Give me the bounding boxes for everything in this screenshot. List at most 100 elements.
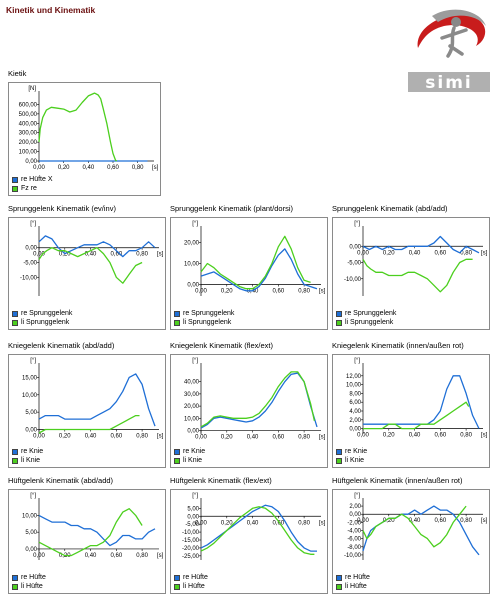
chart-plot: [°]-10,00-8,00-6,00-4,00-2,000,002,000,0… <box>344 493 488 560</box>
x-tick-label: 0,20 <box>221 520 233 526</box>
x-unit-label: [s] <box>319 289 326 295</box>
chart-plot: [°] 0,00 10,00 20,00 0,00 0,20 0,40 0,60 0,80 [s] <box>184 221 326 296</box>
chart-box: [°] -10,00 -5,00 0,00 0,00 0,20 0,40 0,60 0,80 [s… <box>8 217 166 330</box>
y-unit-label: [°] <box>354 493 360 499</box>
x-tick-label: 0,00 <box>33 553 45 559</box>
x-tick-label: 0,20 <box>59 434 71 440</box>
legend-label: li Sprunggelenk <box>345 319 394 326</box>
chart-panel-sprung-plant: Sprunggelenk Kinematik (plant/dorsi) [°] 0… <box>170 204 328 330</box>
y-tick-label: 20,00 <box>184 241 200 247</box>
x-tick-label: 0,40 <box>247 289 259 295</box>
legend-swatch <box>336 574 342 581</box>
legend-swatch <box>336 583 342 590</box>
x-tick-label: 0,00 <box>357 250 369 256</box>
chart-title: Hüftgelenk Kinematik (abd/add) <box>8 476 114 485</box>
x-tick-label: 0,40 <box>247 520 259 526</box>
y-tick-label: -10,00 <box>344 553 362 559</box>
x-tick-label: 0,40 <box>409 250 421 256</box>
y-unit-label: [°] <box>192 493 198 499</box>
y-tick-label: 30,00 <box>184 392 200 398</box>
legend-label: re Sprunggelenk <box>183 310 235 317</box>
legend-label: li Hüfte <box>345 583 367 590</box>
chart-legend: re Sprunggelenk li Sprunggelenk <box>336 309 396 327</box>
x-tick-label: 0,80 <box>298 435 310 441</box>
legend-swatch <box>174 310 180 317</box>
x-tick-label: 0,40 <box>247 435 259 441</box>
series-line-re <box>362 235 480 254</box>
chart-legend: re Sprunggelenk li Sprunggelenk <box>174 309 234 327</box>
y-tick-label: 0,00 <box>25 428 37 434</box>
chart-panel-huefte-rot: Hüftgelenk Kinematik (innen/außen rot) [°… <box>332 476 490 594</box>
chart-box: [°] 0,00 5,00 10,00 0,00 0,20 0,40 0,60 0,80 [s] r… <box>8 489 166 594</box>
legend-label: li Sprunggelenk <box>183 319 232 326</box>
legend-label: re Hüfte X <box>21 176 53 183</box>
y-tick-label: -20,00 <box>182 546 200 552</box>
legend-item: re Sprunggelenk <box>12 309 72 318</box>
legend-swatch <box>12 176 18 183</box>
chart-title: Kniegelenk Kinematik (abd/add) <box>8 341 115 350</box>
series-line-re <box>363 375 480 429</box>
y-tick-label: 6,00 <box>349 400 361 406</box>
legend-item: re Hüfte X <box>12 175 53 184</box>
legend-swatch <box>336 310 342 317</box>
y-tick-label: 100,00 <box>19 150 38 156</box>
y-tick-label: 10,00 <box>346 383 362 389</box>
chart-legend: re Knie li Knie <box>174 447 205 465</box>
x-tick-label: 0,60 <box>272 520 284 526</box>
series-line-re <box>38 373 156 427</box>
chart-legend: re Hüfte li Hüfte <box>336 573 370 591</box>
y-tick-label: -25,00 <box>182 554 200 560</box>
legend-item: li Hüfte <box>174 582 208 591</box>
y-tick-label: 0,00 <box>349 512 361 518</box>
series-line-re <box>362 505 480 556</box>
x-tick-label: 0,60 <box>272 289 284 295</box>
page-title: Kinetik und Kinematik <box>6 5 96 15</box>
y-tick-label: -10,00 <box>182 530 200 536</box>
legend-item: li Sprunggelenk <box>174 318 234 327</box>
y-tick-label: 20,00 <box>184 404 200 410</box>
chart-panel-huefte-abd: Hüftgelenk Kinematik (abd/add) [°] 0,00 5,0… <box>8 476 166 594</box>
y-tick-label: 12,00 <box>346 374 362 380</box>
x-tick-label: 0,60 <box>110 553 122 559</box>
x-tick-label: 0,80 <box>460 433 472 439</box>
legend-swatch <box>12 319 18 326</box>
y-tick-label: -2,00 <box>347 520 361 526</box>
x-tick-label: 0,80 <box>298 520 310 526</box>
legend-swatch <box>336 457 342 464</box>
legend-item: li Hüfte <box>12 582 46 591</box>
y-tick-label: 0,00 <box>187 514 199 520</box>
x-unit-label: [s] <box>157 252 164 258</box>
y-tick-label: -5,00 <box>185 522 199 528</box>
legend-swatch <box>174 457 180 464</box>
x-tick-label: 0,40 <box>82 165 94 171</box>
x-tick-label: 0,20 <box>221 435 233 441</box>
x-tick-label: 0,00 <box>33 165 45 171</box>
legend-item: re Sprunggelenk <box>174 309 234 318</box>
y-tick-label: -15,00 <box>182 538 200 544</box>
series-line-li <box>200 506 315 555</box>
legend-label: li Knie <box>183 457 203 464</box>
logo-figure-body <box>440 26 468 58</box>
chart-plot: [°]-25,00-20,00-15,00-10,00-5,000,005,00… <box>182 493 326 560</box>
y-tick-label: -5,00 <box>347 261 361 267</box>
y-tick-label: -8,00 <box>347 545 361 551</box>
chart-legend: re Knie li Knie <box>336 447 367 465</box>
x-tick-label: 0,00 <box>195 435 207 441</box>
x-tick-label: 0,80 <box>460 518 472 524</box>
legend-item: li Hüfte <box>336 582 370 591</box>
x-unit-label: [s] <box>481 433 488 439</box>
chart-box: [°] 0,00 10,00 20,00 30,00 40,00 0,00 0,20 0,40 0… <box>170 354 328 468</box>
logo-swoosh-grey <box>432 9 486 26</box>
chart-box: [°] 0,00 2,00 4,00 6,00 8,00 10,00 12,00 0,00 0,2… <box>332 354 490 468</box>
chart-legend: re Hüfte li Hüfte <box>174 573 208 591</box>
y-tick-label: 10,00 <box>184 262 200 268</box>
x-unit-label: [s] <box>157 553 164 559</box>
y-tick-label: 10,00 <box>22 393 38 399</box>
y-unit-label: [°] <box>30 221 36 227</box>
y-tick-label: 200,00 <box>19 140 38 146</box>
legend-item: li Sprunggelenk <box>336 318 396 327</box>
chart-title: Sprunggelenk Kinematik (abd/add) <box>332 204 448 213</box>
chart-panel-knie-flex: Kniegelenk Kinematik (flex/ext) [°] 0,00 10… <box>170 341 328 468</box>
y-tick-label: -10,00 <box>20 275 38 281</box>
x-tick-label: 0,80 <box>298 289 310 295</box>
